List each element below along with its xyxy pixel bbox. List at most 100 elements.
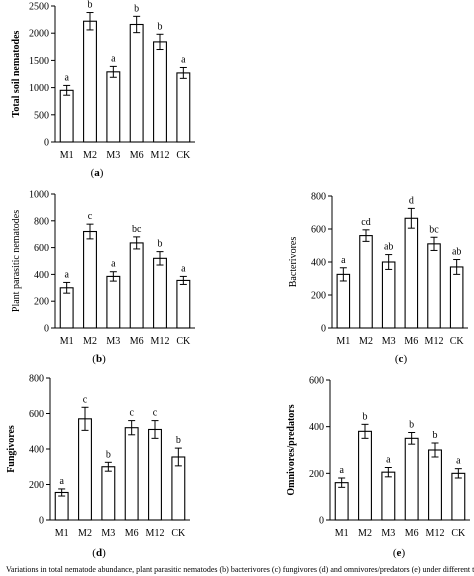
x-tick-label: M3 bbox=[381, 528, 395, 539]
y-axis-label: Fungivores bbox=[6, 425, 17, 473]
x-tick-label: M1 bbox=[335, 528, 349, 539]
x-tick-label: M2 bbox=[78, 528, 92, 539]
significance-letter: b bbox=[134, 3, 139, 14]
y-tick-label: 1500 bbox=[29, 56, 49, 67]
y-tick-label: 400 bbox=[34, 270, 49, 281]
x-tick-label: M12 bbox=[146, 528, 165, 539]
y-tick-label: 600 bbox=[311, 225, 326, 236]
significance-letter: a bbox=[64, 269, 69, 280]
figure-caption: Variations in total nematode abundance, … bbox=[6, 565, 474, 574]
bar-M2 bbox=[83, 20, 97, 143]
bar-M2 bbox=[78, 418, 92, 521]
bar-M1 bbox=[336, 273, 351, 329]
x-tick-label: M12 bbox=[425, 336, 444, 347]
y-axis-label: Plant parasitic nematodes bbox=[11, 210, 22, 312]
y-axis-label: Bacterivores bbox=[288, 237, 299, 288]
significance-letter: a bbox=[341, 255, 346, 266]
x-tick-label: M2 bbox=[358, 528, 372, 539]
y-tick-label: 400 bbox=[309, 422, 324, 433]
x-tick-label: M6 bbox=[405, 528, 419, 539]
bar-CK bbox=[176, 72, 191, 143]
bar-CK bbox=[176, 279, 191, 329]
significance-letter: bc bbox=[132, 224, 142, 235]
significance-letter: b bbox=[409, 420, 414, 431]
y-tick-label: 600 bbox=[309, 376, 324, 387]
significance-letter: b bbox=[158, 21, 163, 32]
panel-label: (b) bbox=[92, 353, 106, 365]
bar-M1 bbox=[54, 491, 69, 521]
bar-M6 bbox=[404, 437, 419, 521]
significance-letter: a bbox=[59, 476, 64, 487]
y-tick-label: 500 bbox=[34, 110, 49, 121]
significance-letter: c bbox=[83, 394, 88, 405]
x-tick-label: M3 bbox=[106, 150, 120, 161]
x-tick-label: M6 bbox=[125, 528, 139, 539]
x-tick-label: CK bbox=[176, 336, 191, 347]
significance-letter: ab bbox=[384, 242, 393, 253]
bar-M6 bbox=[129, 242, 144, 329]
panel-label: (c) bbox=[395, 353, 408, 365]
bar-M3 bbox=[101, 466, 116, 521]
bar-M12 bbox=[153, 257, 167, 329]
chart-panel-e: 0 200 400 600 Omnivores/predators a M1 b M2 a M3 b M… bbox=[286, 376, 470, 559]
x-tick-label: M1 bbox=[60, 150, 74, 161]
significance-letter: d bbox=[409, 195, 414, 206]
significance-letter: b bbox=[363, 411, 368, 422]
y-tick-label: 600 bbox=[34, 243, 49, 254]
y-tick-label: 1000 bbox=[29, 83, 49, 94]
y-tick-label: 400 bbox=[311, 258, 326, 269]
bar-M2 bbox=[359, 235, 373, 329]
significance-letter: bc bbox=[429, 224, 439, 235]
bar-CK bbox=[451, 472, 466, 521]
y-tick-label: 200 bbox=[29, 480, 44, 491]
significance-letter: a bbox=[111, 259, 116, 270]
y-tick-label: 0 bbox=[319, 516, 324, 527]
y-tick-label: 200 bbox=[311, 291, 326, 302]
significance-letter: cd bbox=[361, 217, 370, 228]
significance-letter: c bbox=[88, 211, 93, 222]
chart-panel-b: 0 200 400 600 800 1000 Plant parasitic nematod… bbox=[11, 190, 195, 365]
x-tick-label: M2 bbox=[83, 336, 97, 347]
significance-letter: a bbox=[181, 263, 186, 274]
y-axis-label: Omnivores/predators bbox=[286, 404, 297, 495]
y-tick-label: 0 bbox=[44, 138, 49, 149]
y-tick-label: 0 bbox=[39, 516, 44, 527]
significance-letter: a bbox=[181, 54, 186, 65]
y-tick-label: 800 bbox=[34, 216, 49, 227]
x-tick-label: M12 bbox=[426, 528, 445, 539]
y-tick-label: 0 bbox=[44, 324, 49, 335]
bar-M3 bbox=[106, 275, 121, 329]
bar-CK bbox=[449, 266, 464, 329]
bar-CK bbox=[171, 456, 186, 521]
bar-M3 bbox=[381, 471, 396, 521]
x-tick-label: M2 bbox=[359, 336, 373, 347]
x-tick-label: M1 bbox=[60, 336, 74, 347]
chart-panel-c: 0 200 400 600 800 Bacterivores a M1 cd M2 ab M3 d M6 b… bbox=[288, 192, 468, 365]
significance-letter: c bbox=[153, 408, 158, 419]
significance-letter: b bbox=[106, 449, 111, 460]
significance-letter: ab bbox=[452, 247, 461, 258]
x-tick-label: M1 bbox=[55, 528, 69, 539]
bar-M12 bbox=[153, 41, 167, 143]
significance-letter: a bbox=[386, 455, 391, 466]
y-tick-label: 400 bbox=[29, 445, 44, 456]
significance-letter: c bbox=[129, 408, 134, 419]
chart-panel-a: 0 500 1000 1500 2000 2500 Total soil nematodes… bbox=[11, 0, 195, 179]
bar-M2 bbox=[358, 430, 372, 521]
significance-letter: a bbox=[339, 465, 344, 476]
y-tick-label: 600 bbox=[29, 409, 44, 420]
x-tick-label: CK bbox=[176, 150, 191, 161]
x-tick-label: M3 bbox=[382, 336, 396, 347]
x-tick-label: M2 bbox=[83, 150, 97, 161]
panel-label: (e) bbox=[393, 547, 406, 559]
bar-M12 bbox=[428, 449, 442, 521]
chart-panel-d: 0 200 400 600 800 Fungivores a M1 c M2 b M3 c M6 c M12 b… bbox=[6, 374, 190, 559]
x-tick-label: M1 bbox=[336, 336, 350, 347]
y-tick-label: 0 bbox=[321, 324, 326, 335]
bar-M3 bbox=[381, 261, 396, 329]
y-tick-label: 1000 bbox=[29, 190, 49, 201]
y-tick-label: 2000 bbox=[29, 29, 49, 40]
panel-label: (d) bbox=[92, 547, 106, 559]
significance-letter: a bbox=[64, 72, 69, 83]
y-tick-label: 200 bbox=[309, 469, 324, 480]
